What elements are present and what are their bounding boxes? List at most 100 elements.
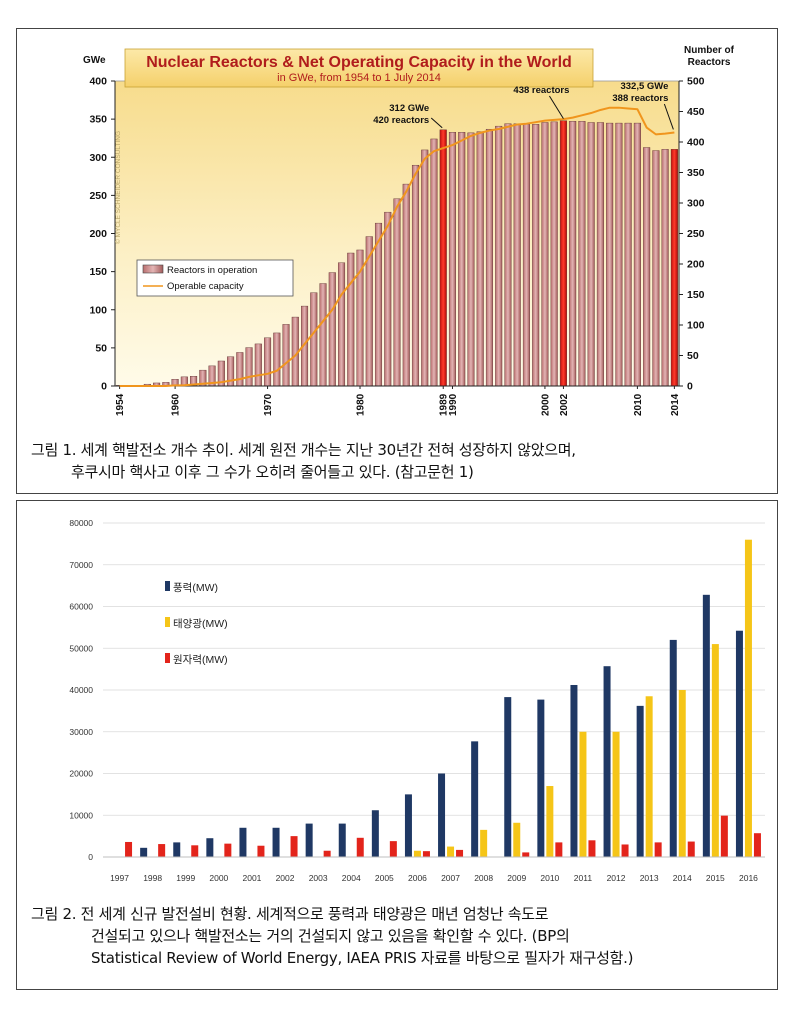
x-tick-label-2006: 2006 [408, 873, 427, 883]
reactor-bar-1988 [430, 138, 438, 387]
reactor-bar-1978 [337, 262, 346, 387]
bar-nuclear-2000 [224, 843, 232, 857]
bar-solar-2006 [413, 850, 421, 857]
reactor-bar-1993 [476, 131, 484, 387]
x-tick-label-2000: 2000 [540, 393, 551, 416]
bar-nuclear-2001 [257, 845, 265, 857]
x-tick-label-2007: 2007 [441, 873, 460, 883]
reactor-bar-1976 [319, 283, 327, 387]
reactor-bar-1992 [467, 132, 475, 387]
title-box [124, 48, 594, 88]
bar-wind-2014 [669, 639, 677, 857]
bar-wind-1999 [173, 842, 181, 857]
x-tick-label-2012: 2012 [607, 873, 626, 883]
legend-swatch-reactors [142, 264, 164, 274]
legend-swatch-nuclear [165, 653, 170, 663]
bar-nuclear-2004 [356, 837, 364, 857]
annotation-2014-arrow [663, 103, 674, 130]
figure-1-caption: 그림 1. 세계 핵발전소 개수 추이. 세계 원전 개수는 지난 30년간 전… [31, 439, 767, 483]
bar-wind-2003 [305, 823, 313, 857]
annotation-2002-reactors: 438 reactors [513, 85, 569, 96]
x-tick-label-1990: 1990 [448, 393, 459, 416]
left-tick-label-350: 350 [89, 114, 107, 126]
x-tick-label-2016: 2016 [739, 873, 758, 883]
right-tick-label-400: 400 [687, 137, 705, 149]
reactor-bar-2012 [652, 150, 660, 387]
x-tick-label-1989: 1989 [439, 393, 450, 416]
y-tick-label-80000: 80000 [69, 518, 93, 528]
legend-label-wind: 풍력(MW) [173, 582, 218, 594]
reactor-bar-2002 [559, 120, 567, 387]
reactor-bar-1971 [273, 332, 281, 387]
x-tick-label-2013: 2013 [640, 873, 659, 883]
bar-nuclear-2016 [753, 833, 761, 857]
reactor-bar-1969 [254, 343, 262, 387]
bar-nuclear-2015 [720, 815, 728, 857]
figure-2-panel: 0 10000 20000 30000 40000 50000 60000 70000 8000… [16, 500, 778, 990]
x-tick-label-2002: 2002 [559, 393, 570, 416]
annotation-2014-capacity: 332,5 GWe [620, 81, 668, 92]
y-tick-label-50000: 50000 [69, 643, 93, 653]
bar-nuclear-2009 [522, 852, 530, 857]
bar-wind-2009 [504, 697, 512, 857]
bar-nuclear-2007 [456, 849, 464, 857]
left-tick-label-0: 0 [101, 381, 107, 393]
legend-swatch-wind [165, 581, 170, 591]
legend: 풍력(MW) 태양광(MW) 원자력(MW) [165, 581, 228, 666]
reactor-bar-2003 [569, 121, 577, 387]
capacity-line [119, 106, 675, 387]
right-tick-label-150: 150 [687, 289, 705, 301]
right-axis-label-line1: Number of [684, 45, 735, 56]
figure-2-caption: 그림 2. 전 세계 신규 발전설비 현황. 세계적으로 풍력과 태양광은 매년… [31, 903, 767, 969]
bar-wind-2008 [471, 741, 479, 857]
left-tick-label-400: 400 [89, 76, 107, 88]
x-tick-label-2005: 2005 [375, 873, 394, 883]
reactor-bar-1985 [402, 183, 410, 387]
bar-wind-2012 [603, 666, 611, 857]
reactor-bar-2005 [587, 122, 595, 387]
bar-solar-2009 [513, 822, 521, 857]
bar-wind-2000 [206, 838, 214, 857]
right-tick-label-450: 450 [687, 106, 705, 118]
reactor-bar-1967 [236, 352, 244, 387]
reactor-bar-1997 [513, 123, 521, 387]
bar-wind-2007 [438, 773, 446, 857]
bar-wind-2001 [239, 827, 247, 857]
annotation-2014-reactors: 388 reactors [612, 93, 668, 104]
y-tick-label-20000: 20000 [69, 769, 93, 779]
x-tick-label-2002: 2002 [276, 873, 295, 883]
reactor-bar-1989 [439, 129, 447, 387]
annotation-2002-arrow [549, 95, 564, 119]
reactor-bar-1972 [282, 324, 290, 387]
bar-nuclear-2003 [323, 850, 331, 857]
bar-nuclear-1999 [191, 845, 199, 857]
bar-solar-2012 [612, 731, 620, 857]
right-tick-label-50: 50 [687, 350, 699, 362]
x-tick-label-2011: 2011 [574, 873, 593, 883]
bar-solar-2007 [447, 846, 455, 857]
x-tick-label-2008: 2008 [474, 873, 493, 883]
legend-label-solar: 태양광(MW) [173, 618, 228, 630]
new-capacity-chart: 0 10000 20000 30000 40000 50000 60000 70000 8000… [69, 518, 765, 883]
chart-subtitle: in GWe, from 1954 to 1 July 2014 [277, 72, 441, 84]
bar-wind-1998 [140, 847, 148, 857]
reactor-bar-1994 [485, 128, 493, 387]
bar-wind-2011 [570, 684, 578, 857]
x-tick-label-2014: 2014 [670, 393, 681, 416]
legend-label-capacity: Operable capacity [167, 281, 244, 292]
caption-1-line2: 후쿠시마 핵사고 이후 그 수가 오히려 줄어들고 있다. (참고문헌 1) [71, 463, 474, 481]
right-tick-label-0: 0 [687, 381, 693, 393]
x-tick-label-1980: 1980 [356, 393, 367, 416]
reactor-bar-1995 [495, 125, 503, 387]
bar-wind-2004 [338, 823, 346, 857]
x-tick-label-2004: 2004 [342, 873, 361, 883]
x-tick-label-2000: 2000 [209, 873, 228, 883]
bar-solar-2010 [546, 786, 554, 857]
bar-solar-2016 [744, 539, 752, 857]
bar-wind-2015 [702, 594, 710, 857]
reactor-bar-2008 [615, 122, 623, 387]
x-tick-label-2003: 2003 [309, 873, 328, 883]
legend-swatch-solar [165, 617, 170, 627]
reactor-bar-1977 [328, 272, 336, 387]
bar-nuclear-2014 [687, 841, 695, 857]
